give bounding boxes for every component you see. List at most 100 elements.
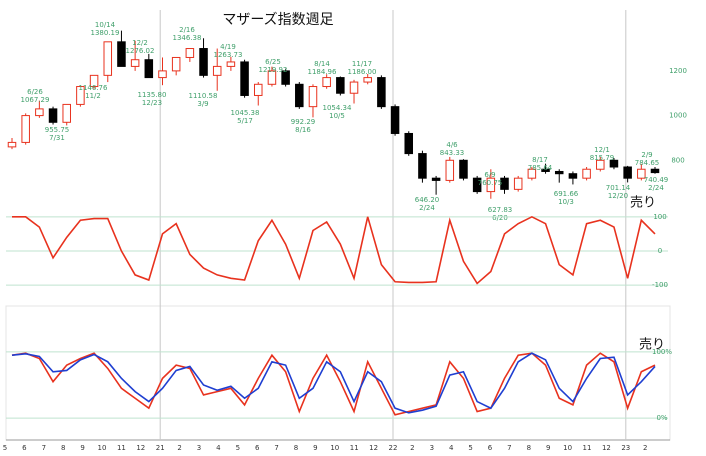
candle-body bbox=[459, 159, 468, 179]
candle-body bbox=[267, 70, 277, 85]
candle-body bbox=[418, 153, 427, 179]
x-tick-label: 7 bbox=[42, 444, 46, 452]
candle-body bbox=[171, 56, 181, 72]
candle-body bbox=[336, 77, 345, 94]
candle-body bbox=[541, 168, 550, 172]
candle-body bbox=[486, 177, 496, 193]
annotation: 2/9 bbox=[641, 151, 652, 159]
annotation: 2/16 bbox=[179, 26, 195, 34]
series-line bbox=[12, 215, 656, 285]
x-tick-label: 2 bbox=[410, 444, 414, 452]
candle-body bbox=[117, 41, 126, 67]
candle-body bbox=[48, 108, 58, 123]
annotation: 6/26 bbox=[27, 88, 43, 96]
x-tick-label: 7 bbox=[274, 444, 278, 452]
x-tick-label: 5 bbox=[468, 444, 472, 452]
x-tick-label: 12 bbox=[369, 444, 378, 452]
annotation: 1045.38 bbox=[231, 109, 260, 117]
annotation: 627.83 bbox=[488, 206, 513, 214]
candle-body bbox=[295, 83, 304, 108]
annotation: 6/9 bbox=[484, 171, 495, 179]
candle-body bbox=[103, 41, 113, 76]
series-line bbox=[11, 352, 656, 416]
annotation: 843.33 bbox=[440, 149, 465, 157]
annotation: 1263.73 bbox=[214, 51, 243, 59]
candle-body bbox=[527, 168, 537, 179]
annotation: 1186.00 bbox=[348, 68, 377, 76]
candle-body bbox=[89, 74, 99, 88]
annotation: 2/24 bbox=[419, 204, 435, 212]
annotation: 646.20 bbox=[415, 196, 440, 204]
candle-body bbox=[158, 70, 167, 79]
y-tick-label: 1000 bbox=[669, 112, 687, 120]
annotation: 1067.29 bbox=[21, 96, 50, 104]
annotation: 1110.58 bbox=[189, 92, 218, 100]
candle-body bbox=[650, 168, 660, 174]
candle-body bbox=[363, 77, 372, 83]
x-tick-label: 6 bbox=[255, 444, 260, 452]
annotation: 4/19 bbox=[220, 43, 236, 51]
candle-body bbox=[308, 86, 318, 108]
candle-body bbox=[513, 177, 523, 190]
candle-body bbox=[623, 166, 632, 179]
annotation: 1135.80 bbox=[138, 91, 167, 99]
annotation: 1184.96 bbox=[308, 68, 337, 76]
candle-body bbox=[130, 59, 140, 67]
annotation: 12/20 bbox=[608, 192, 628, 200]
y-tick-label: 0 bbox=[658, 247, 662, 255]
y-tick-label: 1200 bbox=[669, 67, 687, 75]
candle-body bbox=[76, 86, 85, 105]
signal-label: 売り bbox=[630, 195, 656, 211]
x-tick-label: 23 bbox=[621, 444, 630, 452]
x-tick-label: 6 bbox=[22, 444, 27, 452]
candle-body bbox=[390, 106, 400, 134]
annotation: 3/9 bbox=[197, 100, 208, 108]
x-tick-label: 9 bbox=[546, 444, 550, 452]
annotation: 5/17 bbox=[237, 117, 253, 125]
annotation: 11/2 bbox=[85, 92, 101, 100]
candle-body bbox=[185, 48, 195, 58]
annotation: 701.14 bbox=[606, 184, 631, 192]
x-tick-label: 5 bbox=[3, 444, 7, 452]
candle-body bbox=[7, 141, 17, 148]
x-tick-label: 2 bbox=[643, 444, 647, 452]
annotation: 7/31 bbox=[49, 134, 65, 142]
chart-title: マザーズ指数週足 bbox=[222, 12, 333, 28]
annotation: 12/23 bbox=[142, 99, 162, 107]
x-tick-label: 11 bbox=[350, 444, 359, 452]
annotation: 1380.19 bbox=[91, 29, 120, 37]
annotation: 1346.38 bbox=[173, 34, 202, 42]
x-tick-label: 4 bbox=[449, 444, 454, 452]
x-tick-label: 21 bbox=[156, 444, 165, 452]
candle-body bbox=[637, 168, 646, 179]
x-tick-label: 5 bbox=[236, 444, 240, 452]
x-tick-label: 8 bbox=[294, 444, 298, 452]
annotation: 740.49 bbox=[644, 176, 669, 184]
candle-body bbox=[554, 170, 564, 175]
annotation: 10/5 bbox=[329, 112, 345, 120]
annotation: 12/1 bbox=[594, 146, 610, 154]
x-tick-label: 12 bbox=[136, 444, 145, 452]
candle-body bbox=[62, 103, 71, 123]
candle-body bbox=[596, 159, 605, 170]
candle-body bbox=[226, 61, 236, 67]
y-tick-label: -100 bbox=[652, 281, 668, 289]
candle-body bbox=[199, 48, 208, 76]
candle-body bbox=[445, 159, 455, 181]
annotation: 1146.76 bbox=[79, 84, 108, 92]
candle-body bbox=[35, 108, 44, 117]
candle-body bbox=[609, 159, 619, 168]
annotation: 6/20 bbox=[492, 214, 508, 222]
x-tick-label: 11 bbox=[583, 444, 592, 452]
x-tick-label: 12 bbox=[602, 444, 611, 452]
candle-body bbox=[144, 59, 154, 79]
annotation: 691.66 bbox=[554, 190, 579, 198]
y-tick-label: 0% bbox=[656, 414, 667, 422]
annotation: 2/24 bbox=[648, 184, 664, 192]
annotation: 955.75 bbox=[45, 126, 70, 134]
candle-body bbox=[582, 168, 591, 179]
annotation: 8/17 bbox=[532, 156, 548, 164]
x-tick-label: 6 bbox=[488, 444, 493, 452]
y-tick-label: 800 bbox=[671, 156, 684, 164]
